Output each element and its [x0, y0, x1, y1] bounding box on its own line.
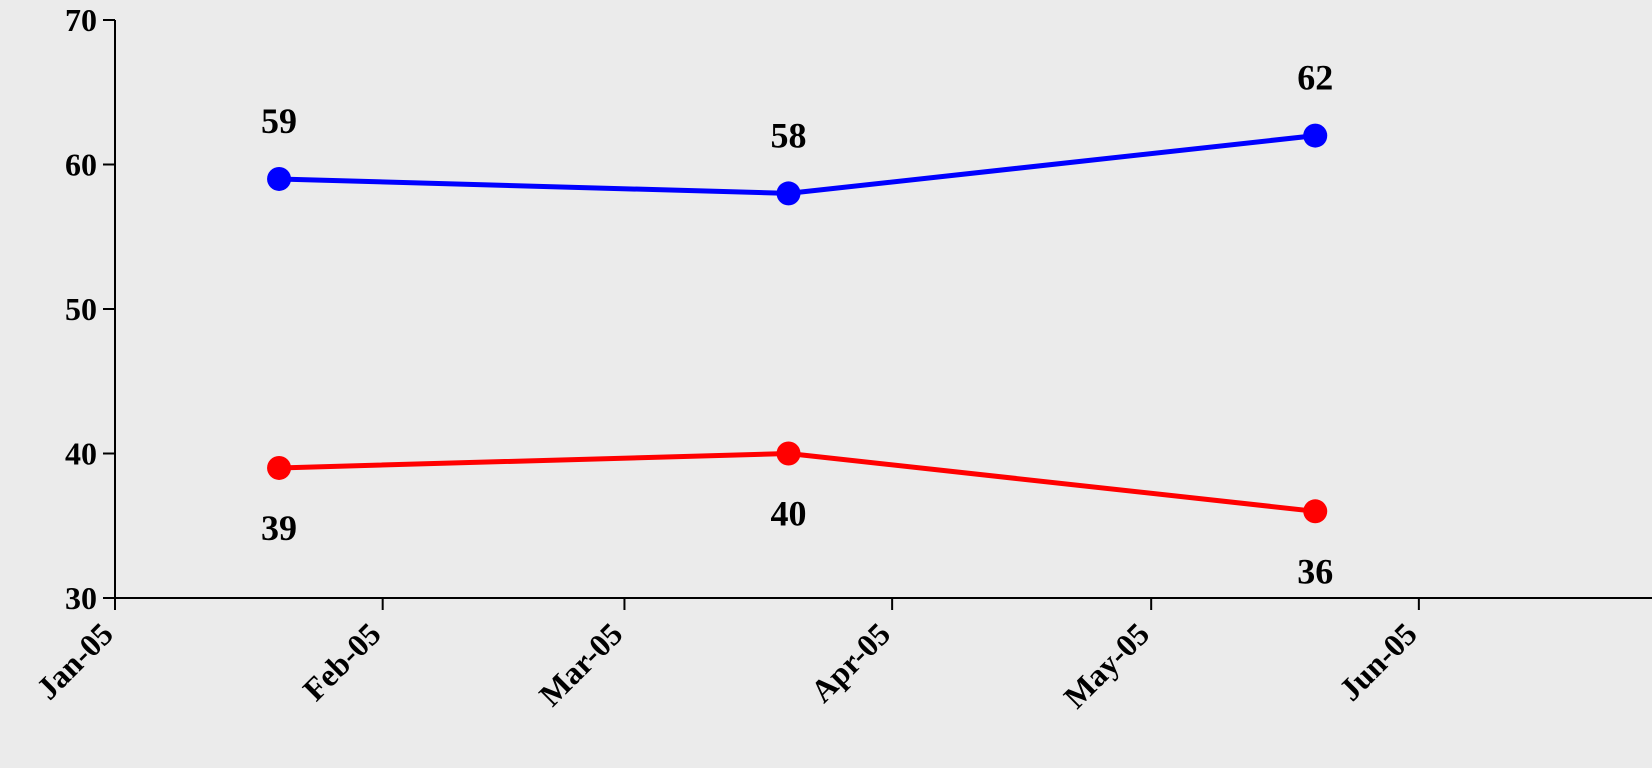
- data-point: [1303, 499, 1328, 524]
- y-tick-label: 40: [65, 436, 97, 472]
- x-tick-label: Jun-05: [1332, 615, 1424, 707]
- y-tick-label: 50: [65, 291, 97, 327]
- y-tick-label: 60: [65, 147, 97, 183]
- data-label: 39: [261, 508, 297, 548]
- data-point: [267, 455, 292, 480]
- data-point: [1303, 123, 1328, 148]
- x-tick-label: Jan-05: [29, 615, 120, 706]
- series-layer: 59 58 62 39 40 36: [261, 58, 1333, 592]
- data-label: 40: [771, 494, 807, 534]
- x-tick-label: Apr-05: [803, 615, 897, 709]
- series-1: 59 58 62: [261, 58, 1333, 206]
- y-tick-label: 30: [65, 580, 97, 616]
- x-tick-label: Mar-05: [532, 615, 629, 712]
- x-tick-label: May-05: [1057, 615, 1157, 715]
- data-label: 59: [261, 101, 297, 141]
- data-label: 58: [771, 115, 807, 155]
- x-tick-label: Feb-05: [296, 615, 388, 707]
- data-point: [267, 166, 292, 191]
- data-label: 36: [1297, 551, 1333, 591]
- data-point: [776, 181, 801, 206]
- y-tick-label: 70: [65, 2, 97, 38]
- data-label: 62: [1297, 58, 1333, 98]
- data-point: [776, 441, 801, 466]
- series-2: 39 40 36: [261, 441, 1333, 591]
